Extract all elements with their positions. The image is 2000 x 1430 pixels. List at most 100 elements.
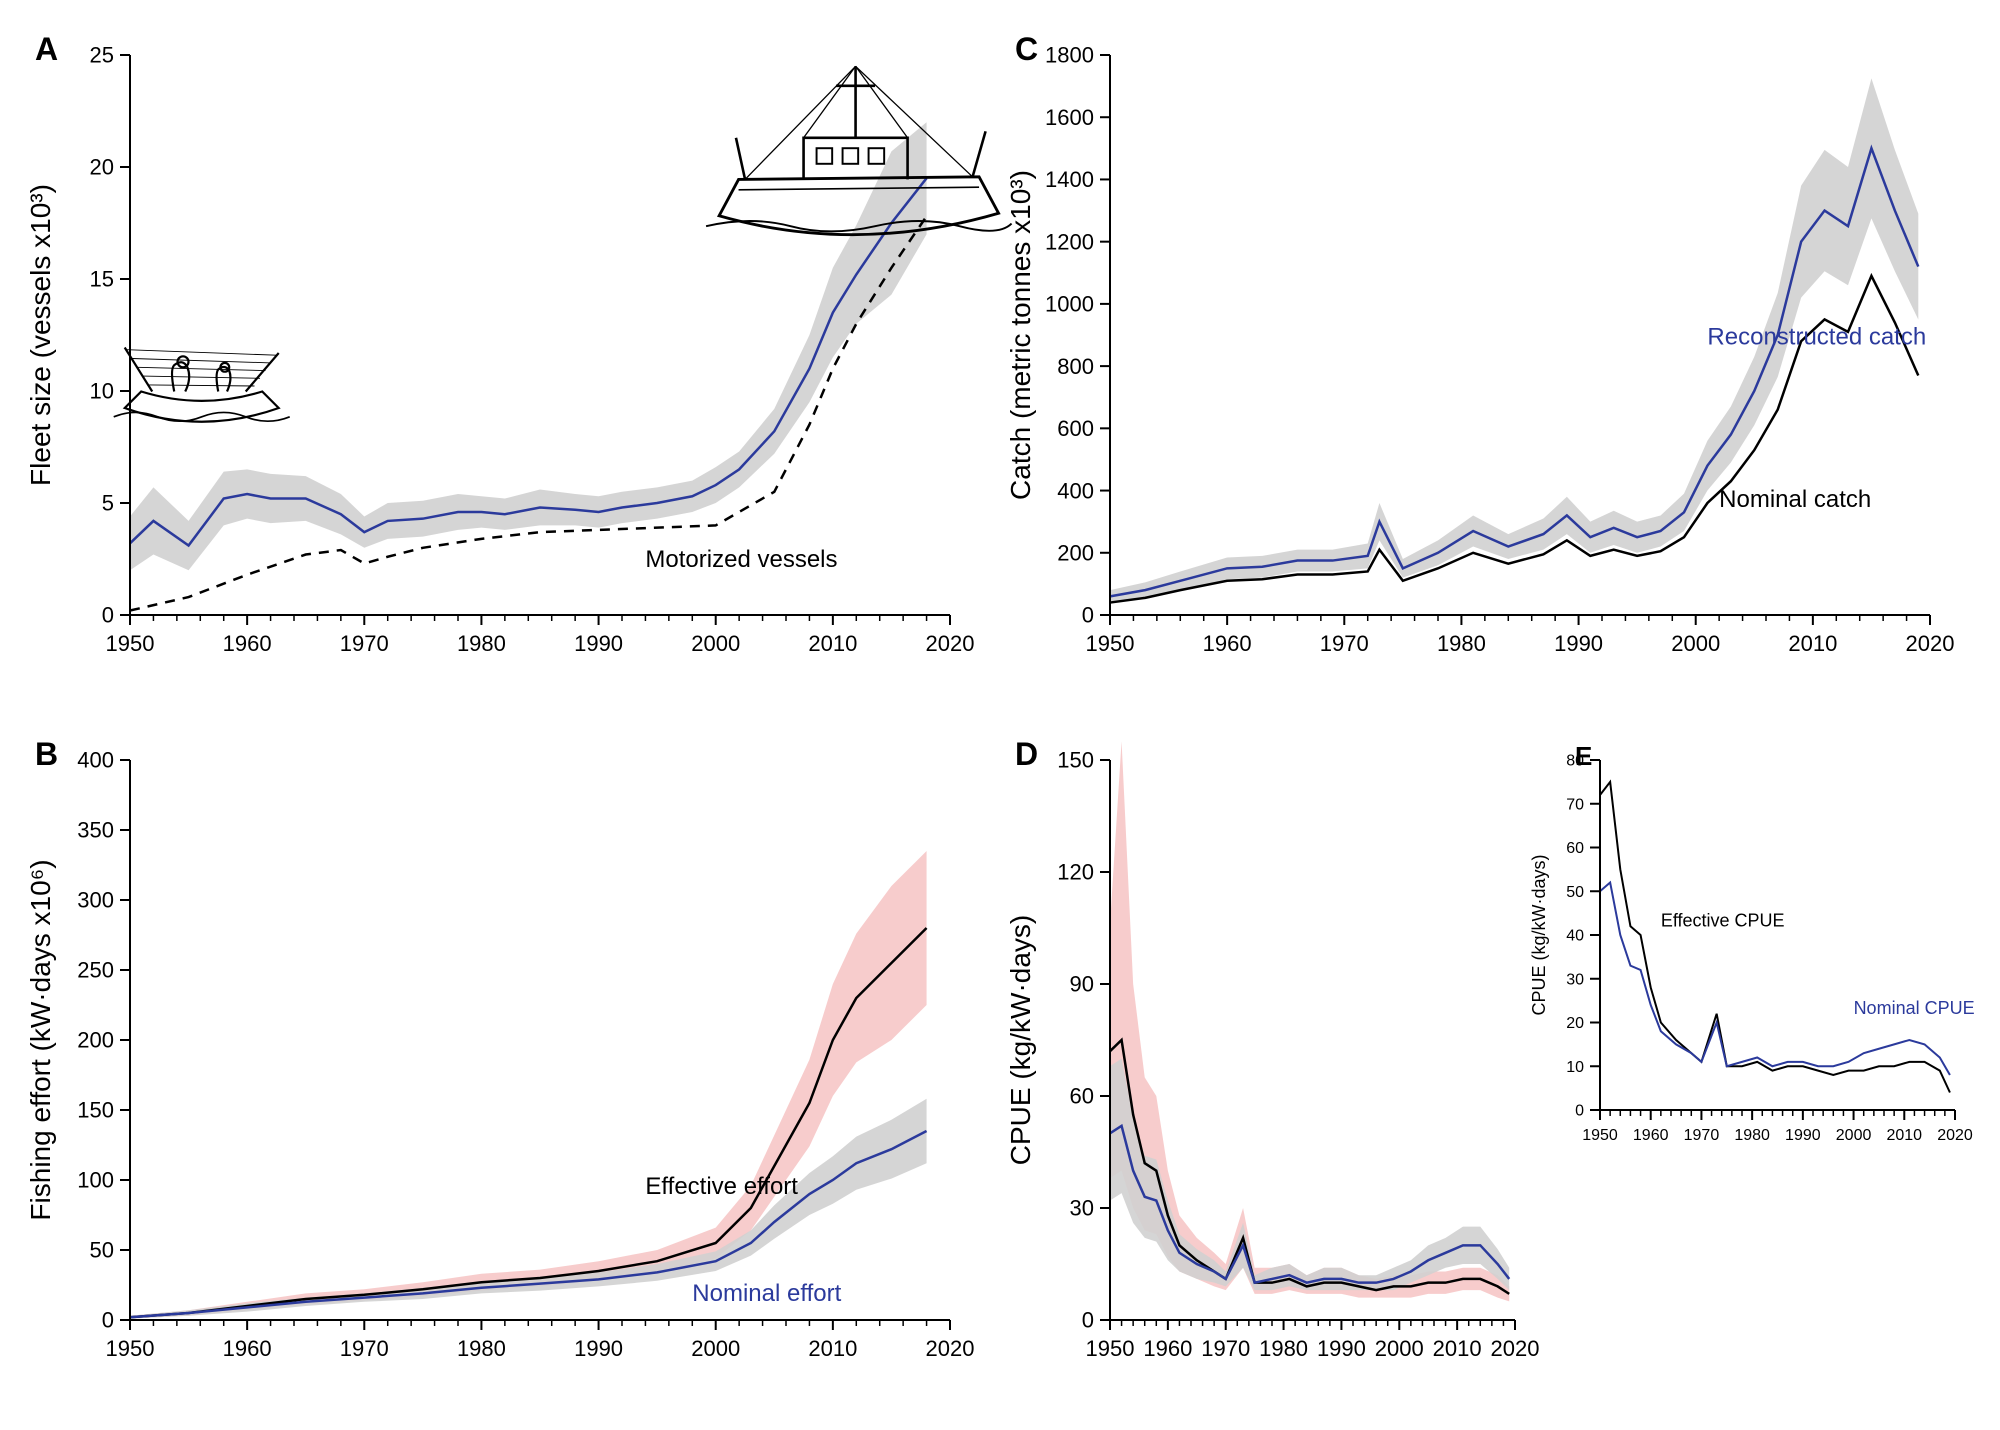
label-motorized: Motorized vessels	[645, 546, 837, 573]
label-effective-effort: Effective effort	[645, 1173, 798, 1200]
svg-text:1990: 1990	[574, 631, 623, 656]
svg-text:2010: 2010	[808, 631, 857, 656]
panel-label: C	[1015, 31, 1038, 67]
svg-text:1950: 1950	[106, 631, 155, 656]
svg-text:2010: 2010	[1788, 631, 1837, 656]
svg-text:1990: 1990	[1317, 1336, 1366, 1361]
panel-label: E	[1575, 741, 1592, 771]
svg-text:2020: 2020	[1937, 1127, 1973, 1144]
label-reconstructed: Reconstructed catch	[1707, 323, 1926, 350]
svg-text:400: 400	[1057, 478, 1094, 503]
svg-text:20: 20	[90, 155, 114, 180]
label-nominal-effort: Nominal effort	[692, 1280, 841, 1307]
svg-text:1950: 1950	[1086, 1336, 1135, 1361]
svg-text:1950: 1950	[1086, 631, 1135, 656]
svg-text:600: 600	[1057, 416, 1094, 441]
panel-label: D	[1015, 736, 1038, 772]
svg-text:0: 0	[1575, 1103, 1584, 1120]
svg-text:150: 150	[77, 1098, 114, 1123]
label-effective-cpue: Effective CPUE	[1661, 910, 1785, 930]
svg-text:10: 10	[90, 379, 114, 404]
svg-canvas: 1950196019701980199020002010202005101520…	[0, 0, 2000, 1430]
y-axis-label: Catch (metric tonnes x10³)	[1005, 170, 1036, 500]
svg-text:1970: 1970	[340, 1336, 389, 1361]
svg-text:1990: 1990	[1785, 1127, 1821, 1144]
svg-text:800: 800	[1057, 354, 1094, 379]
band-nominal_cpue	[1110, 1059, 1509, 1290]
svg-text:60: 60	[1566, 840, 1584, 857]
svg-text:30: 30	[1566, 971, 1584, 988]
panel-E: 1950196019701980199020002010202001020304…	[1529, 741, 1973, 1144]
svg-text:1990: 1990	[574, 1336, 623, 1361]
svg-text:15: 15	[90, 267, 114, 292]
svg-text:300: 300	[77, 888, 114, 913]
svg-text:1980: 1980	[457, 1336, 506, 1361]
svg-text:1980: 1980	[1437, 631, 1486, 656]
svg-text:1990: 1990	[1554, 631, 1603, 656]
band-effective_effort	[130, 851, 927, 1319]
svg-text:200: 200	[77, 1028, 114, 1053]
svg-text:5: 5	[102, 491, 114, 516]
svg-text:50: 50	[1566, 884, 1584, 901]
figure-root: 1950196019701980199020002010202005101520…	[0, 0, 2000, 1430]
label-nominal-cpue: Nominal CPUE	[1854, 998, 1975, 1018]
svg-text:1800: 1800	[1045, 43, 1094, 68]
label-nominal-catch: Nominal catch	[1719, 486, 1871, 513]
y-axis-label: Fleet size (vessels x10³)	[25, 184, 56, 486]
svg-text:2000: 2000	[1836, 1127, 1872, 1144]
y-axis-label: CPUE (kg/kW·days)	[1005, 915, 1036, 1165]
svg-text:1950: 1950	[106, 1336, 155, 1361]
panel-D: 1950 1960 1970 1980 1990 2000 2010 2020 0 30 60 90 1…	[1005, 736, 1539, 1361]
svg-text:40: 40	[1566, 928, 1584, 945]
line-effective_cpue_inset	[1600, 782, 1950, 1093]
panel-label: A	[35, 31, 58, 67]
svg-text:70: 70	[1566, 796, 1584, 813]
svg-text:120: 120	[1057, 860, 1094, 885]
svg-text:1970: 1970	[340, 631, 389, 656]
svg-text:20: 20	[1566, 1015, 1584, 1032]
svg-text:2020: 2020	[926, 631, 975, 656]
svg-text:400: 400	[77, 748, 114, 773]
svg-text:90: 90	[1070, 972, 1094, 997]
svg-text:2000: 2000	[691, 1336, 740, 1361]
svg-text:2010: 2010	[808, 1336, 857, 1361]
svg-text:0: 0	[1082, 603, 1094, 628]
svg-text:2000: 2000	[691, 631, 740, 656]
svg-text:2000: 2000	[1671, 631, 1720, 656]
svg-text:1400: 1400	[1045, 167, 1094, 192]
svg-text:1960: 1960	[223, 631, 272, 656]
svg-text:100: 100	[77, 1168, 114, 1193]
y-axis-label: Fishing effort (kW·days x10⁶)	[25, 859, 56, 1220]
svg-text:2000: 2000	[1375, 1336, 1424, 1361]
svg-text:1980: 1980	[1259, 1336, 1308, 1361]
svg-text:2010: 2010	[1886, 1127, 1922, 1144]
svg-text:1960: 1960	[1143, 1336, 1192, 1361]
svg-text:250: 250	[77, 958, 114, 983]
svg-text:2020: 2020	[1906, 631, 1955, 656]
svg-text:150: 150	[1057, 748, 1094, 773]
svg-text:2020: 2020	[1491, 1336, 1540, 1361]
svg-text:350: 350	[77, 818, 114, 843]
svg-text:60: 60	[1070, 1084, 1094, 1109]
svg-text:200: 200	[1057, 540, 1094, 565]
svg-text:1980: 1980	[457, 631, 506, 656]
svg-text:10: 10	[1566, 1059, 1584, 1076]
svg-text:1960: 1960	[1633, 1127, 1669, 1144]
svg-text:0: 0	[1082, 1308, 1094, 1333]
svg-text:2020: 2020	[926, 1336, 975, 1361]
svg-text:1600: 1600	[1045, 105, 1094, 130]
svg-text:50: 50	[90, 1238, 114, 1263]
svg-text:0: 0	[102, 1308, 114, 1333]
svg-text:0: 0	[102, 603, 114, 628]
svg-text:1960: 1960	[1203, 631, 1252, 656]
svg-text:1950: 1950	[1582, 1127, 1618, 1144]
svg-text:2010: 2010	[1433, 1336, 1482, 1361]
svg-text:1970: 1970	[1201, 1336, 1250, 1361]
svg-text:25: 25	[90, 43, 114, 68]
small-boat-icon	[114, 348, 290, 422]
svg-text:1980: 1980	[1734, 1127, 1770, 1144]
panel-label: B	[35, 736, 58, 772]
trawler-icon	[706, 66, 1012, 234]
y-axis-label: CPUE (kg/kW·days)	[1529, 854, 1549, 1015]
svg-text:30: 30	[1070, 1196, 1094, 1221]
